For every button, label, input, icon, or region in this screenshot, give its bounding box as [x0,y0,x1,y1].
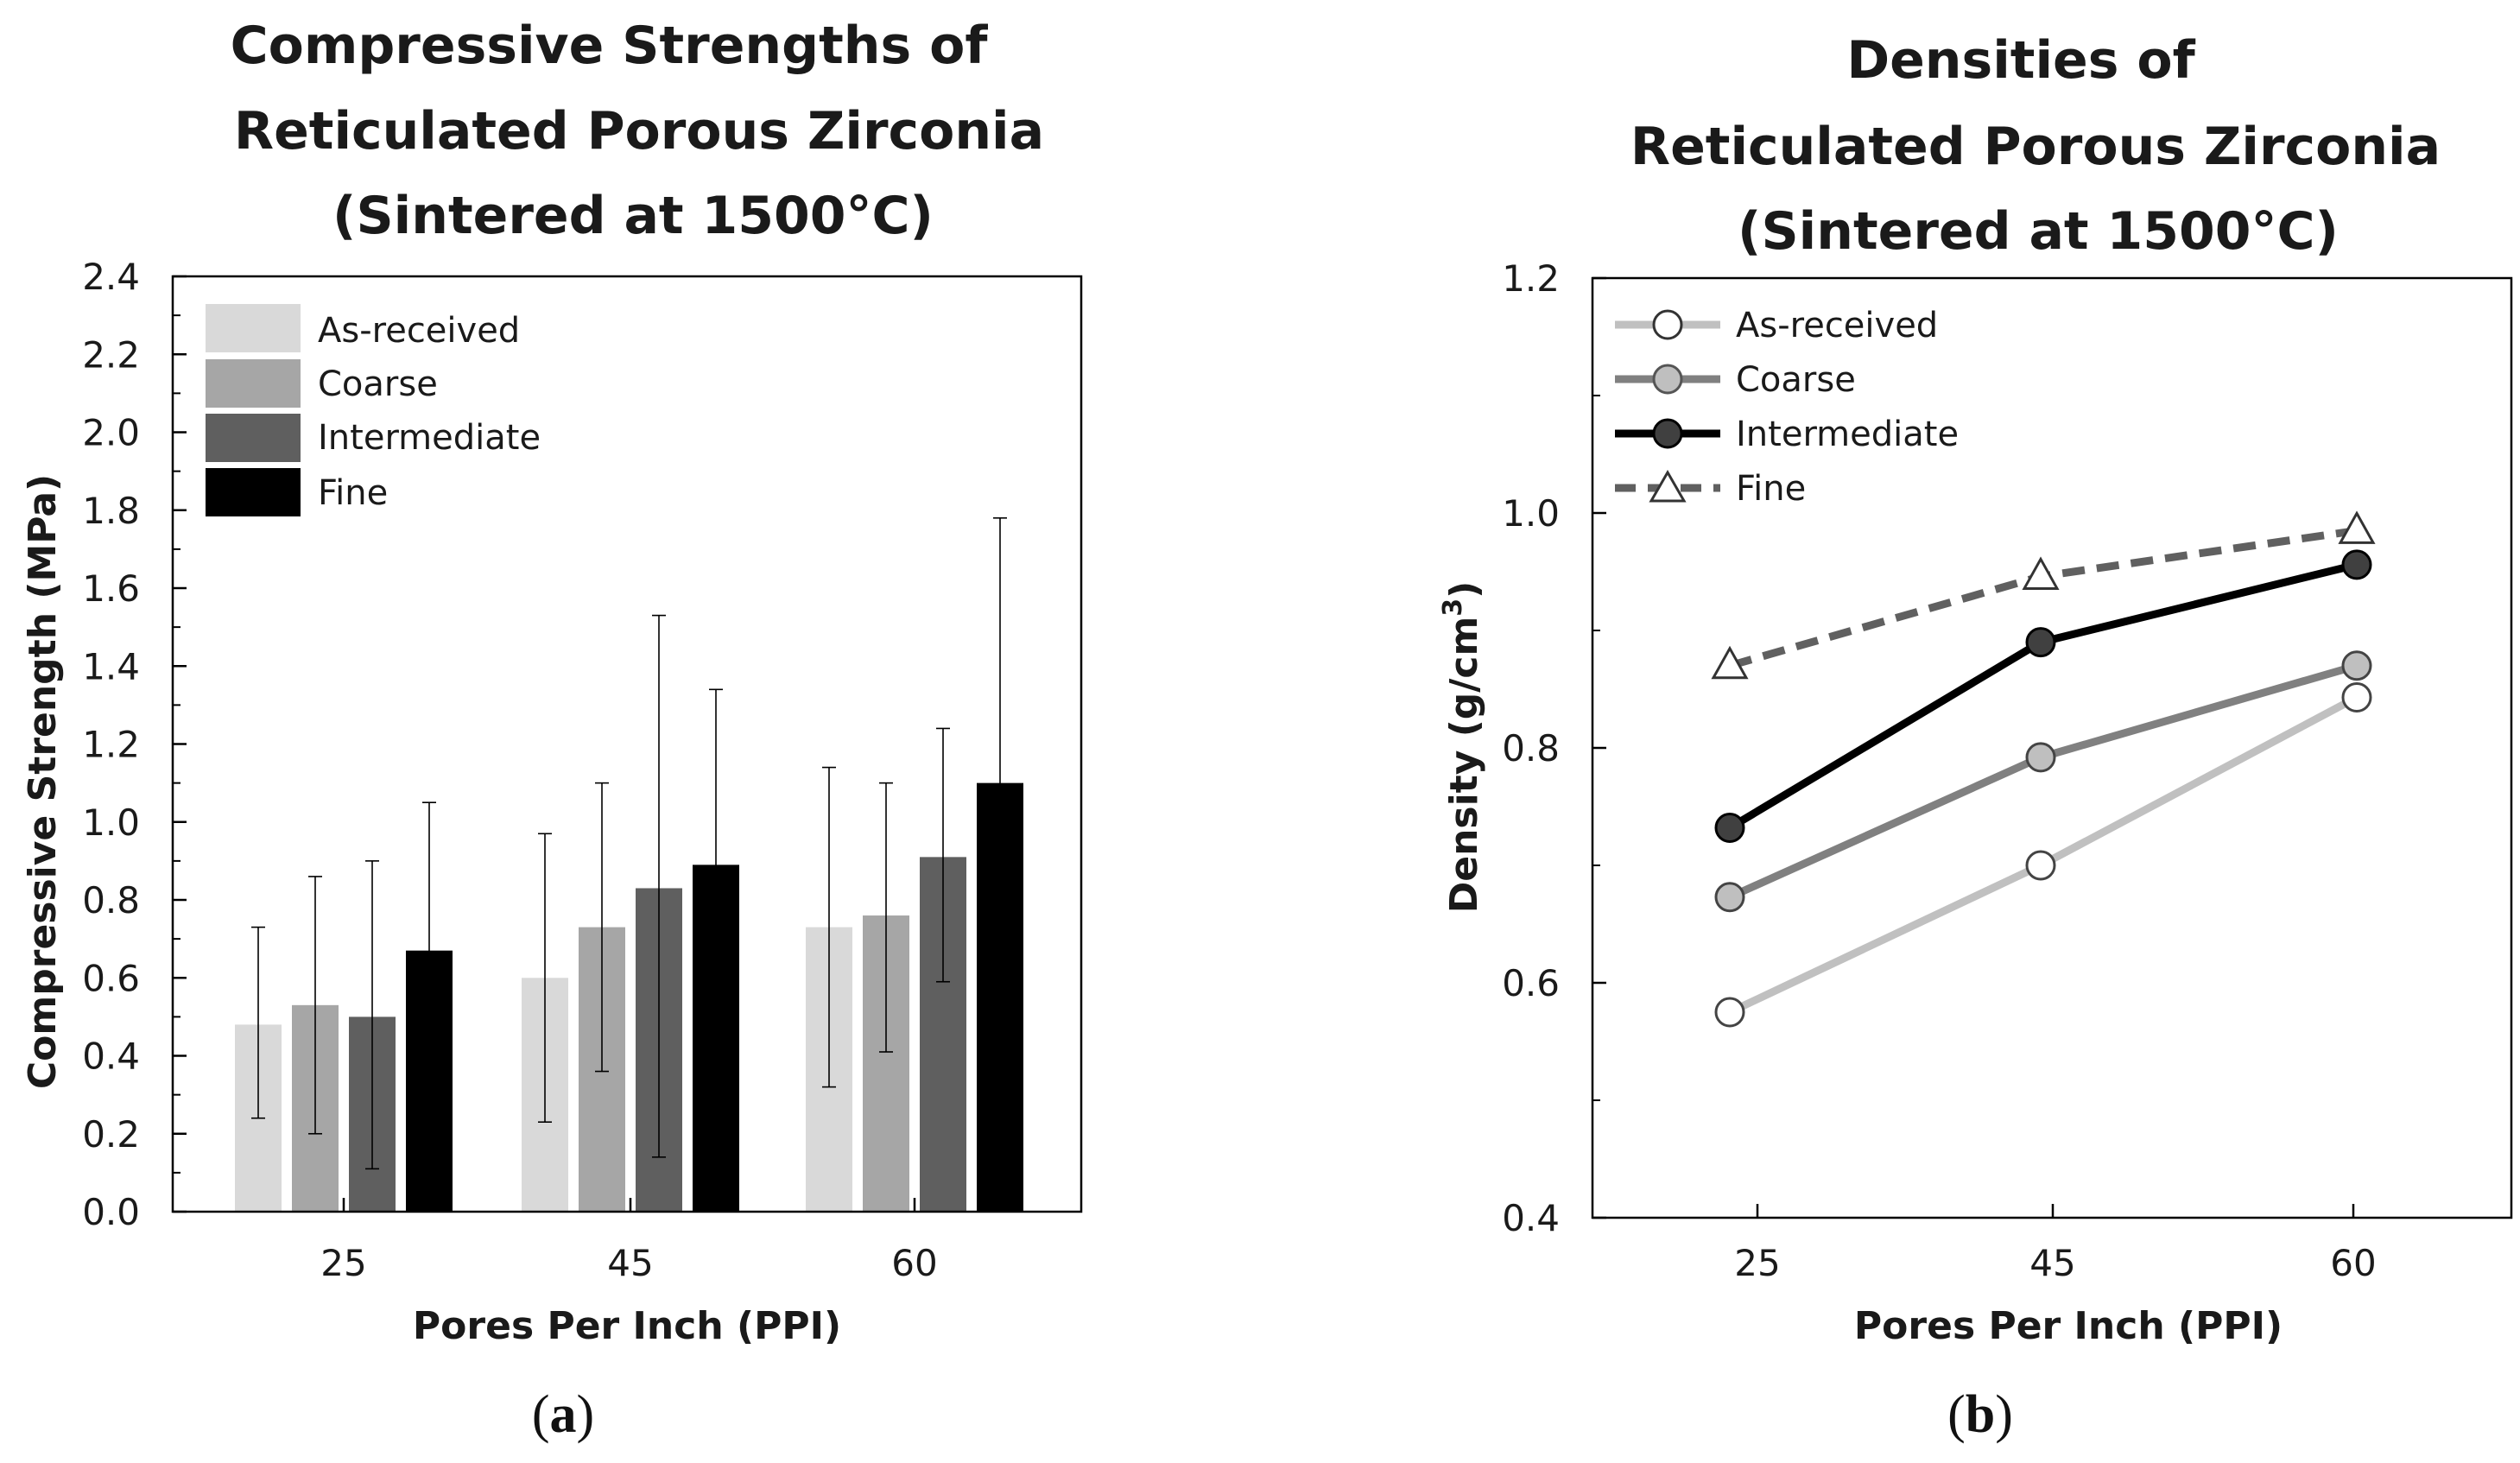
bar-chart-title-line-1: Compressive Strengths of [231,16,989,76]
data-point-as-received [2025,850,2056,881]
legend-swatch-as-received [206,304,301,352]
legend-label-as-received: As-received [318,311,520,351]
bar-y-tick-label: 2.4 [82,256,140,298]
bar-y-tick-label: 2.0 [82,412,140,454]
bar-y-tick-label: 0.8 [82,879,140,922]
bar-y-tick-label: 0.6 [82,957,140,999]
bar-error-bars [251,516,1007,1170]
bar-chart-panel: Compressive Strengths of Reticulated Por… [21,16,1083,1444]
bar-plot-frame [171,275,1083,1213]
data-point-intermediate [2341,549,2372,580]
bar-y-axis-label: Compressive Strength (MPa) [21,474,65,1089]
bar-x-tick-label: 45 [607,1242,653,1284]
line-x-tick-label: 45 [2029,1242,2075,1284]
line-chart-panel: Densities of Reticulated Porous Zirconia… [1438,30,2513,1444]
line-x-tick-label: 60 [2330,1242,2376,1284]
line-y-axis: 0.4 0.6 0.8 1.0 1.2 [1502,257,1606,1239]
data-point-coarse [1714,882,1745,913]
bar-y-tick-label: 0.2 [82,1113,140,1156]
bar-y-tick-label: 1.6 [82,567,140,610]
line-chart-title-line-1: Densities of [1846,30,2195,91]
bar-y-tick-label: 2.2 [82,333,140,376]
legend-label-as-received: As-received [1736,306,1938,345]
data-point-fine [2338,510,2376,544]
line-y-tick-label: 0.6 [1502,962,1560,1004]
bar-y-tick-label: 0.4 [82,1036,140,1078]
line-legend: As-received Coarse Intermediate Fine [1615,306,1959,509]
legend-label-coarse: Coarse [1736,360,1856,400]
bar-y-tick-label: 1.8 [82,490,140,532]
bar-y-axis: 0.0 0.2 0.4 0.6 0.8 1.0 1.2 1.4 1.6 1.8 2.0 2.2 2.4 [82,256,187,1233]
subfigure-label-b: (b) [1947,1385,2013,1444]
data-point-as-received [2341,682,2372,713]
data-point-intermediate [2025,627,2056,658]
legend-swatch-intermediate [206,414,301,462]
legend-label-fine: Fine [1736,469,1806,509]
legend-label-coarse: Coarse [318,364,438,404]
bar-x-axis: 25 45 60 [320,1198,938,1284]
line-x-axis: 25 45 60 [1734,1204,2377,1284]
data-point-as-received [1714,997,1745,1028]
line-y-axis-label: Density (g/cm3) [1438,581,1486,914]
legend-marker-coarse [1652,364,1683,395]
legend-marker-intermediate [1652,418,1683,449]
legend-label-intermediate: Intermediate [1736,415,1959,454]
bar-x-tick-label: 60 [891,1242,937,1284]
line-y-tick-label: 1.0 [1502,492,1560,535]
bar-legend: As-received Coarse Intermediate Fine [206,304,541,516]
bar-y-tick-label: 0.0 [82,1191,140,1233]
line-y-tick-label: 0.8 [1502,727,1560,770]
data-point-coarse [2341,650,2372,681]
legend-marker-fine [1649,469,1687,503]
legend-swatch-coarse [206,359,301,408]
bar-series [235,782,1023,1212]
bar-y-tick-label: 1.0 [82,801,140,844]
bar-x-tick-label: 25 [320,1242,366,1284]
legend-label-intermediate: Intermediate [318,418,541,458]
line-x-axis-label: Pores Per Inch (PPI) [1854,1304,2283,1348]
bar-x-axis-label: Pores Per Inch (PPI) [413,1304,841,1348]
bar-y-tick-label: 1.4 [82,645,140,687]
line-series [1711,510,2376,1028]
line-y-tick-label: 0.4 [1502,1197,1560,1239]
data-point-fine [1711,645,1749,680]
data-point-intermediate [1714,812,1745,843]
line-chart-title-line-3: (Sintered at 1500°C) [1738,201,2339,262]
legend-label-fine: Fine [318,473,388,513]
data-point-fine [2022,556,2060,590]
bar-chart-title-line-3: (Sintered at 1500°C) [332,186,934,246]
legend-swatch-fine [206,468,301,516]
line-chart-title-line-2: Reticulated Porous Zirconia [1630,117,2441,177]
bar-y-tick-label: 1.2 [82,724,140,766]
bar-chart-title-line-2: Reticulated Porous Zirconia [234,101,1044,162]
line-x-tick-label: 25 [1734,1242,1780,1284]
data-point-coarse [2025,742,2056,773]
legend-marker-as-received [1652,309,1683,340]
line-y-tick-label: 1.2 [1502,257,1560,300]
subfigure-label-a: (a) [532,1385,594,1444]
